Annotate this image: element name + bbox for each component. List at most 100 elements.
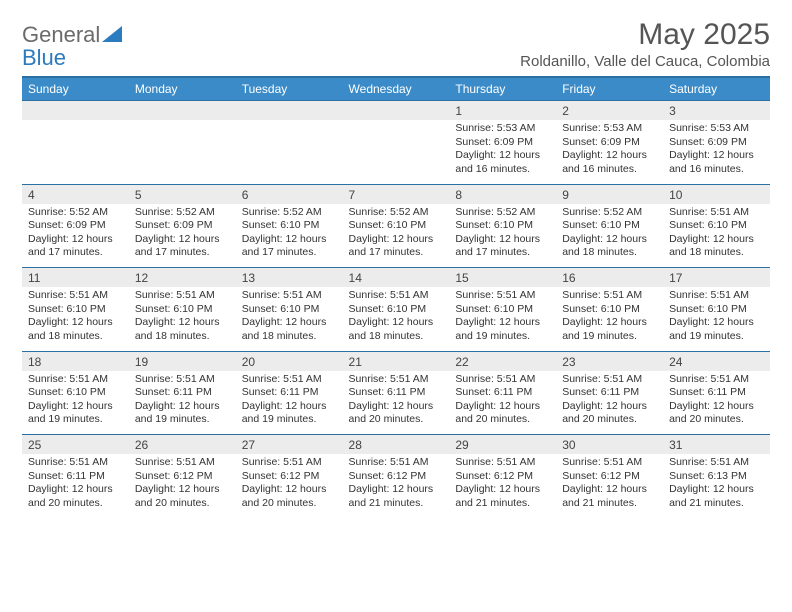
detail-cell: Sunrise: 5:51 AMSunset: 6:11 PMDaylight:… (449, 371, 556, 435)
calendar-page: General Blue May 2025 Roldanillo, Valle … (0, 0, 792, 518)
date-cell: 10 (663, 184, 770, 204)
date-cell: 27 (236, 435, 343, 455)
date-cell: 8 (449, 184, 556, 204)
month-title: May 2025 (520, 18, 770, 51)
date-cell: 11 (22, 268, 129, 288)
logo-text-wrap: General Blue (22, 24, 122, 70)
date-cell: 1 (449, 101, 556, 121)
detail-cell: Sunrise: 5:51 AMSunset: 6:10 PMDaylight:… (663, 287, 770, 351)
date-cell: 15 (449, 268, 556, 288)
date-cell: 24 (663, 351, 770, 371)
date-cell: 12 (129, 268, 236, 288)
date-cell: 5 (129, 184, 236, 204)
detail-cell: Sunrise: 5:51 AMSunset: 6:12 PMDaylight:… (236, 454, 343, 518)
brand-sail-icon (102, 26, 122, 42)
detail-cell: Sunrise: 5:51 AMSunset: 6:11 PMDaylight:… (343, 371, 450, 435)
detail-cell: Sunrise: 5:52 AMSunset: 6:10 PMDaylight:… (343, 204, 450, 268)
weekday-header: Friday (556, 77, 663, 101)
detail-cell: Sunrise: 5:51 AMSunset: 6:12 PMDaylight:… (449, 454, 556, 518)
location-text: Roldanillo, Valle del Cauca, Colombia (520, 53, 770, 70)
date-cell: 21 (343, 351, 450, 371)
detail-cell: Sunrise: 5:51 AMSunset: 6:11 PMDaylight:… (663, 371, 770, 435)
detail-cell: Sunrise: 5:52 AMSunset: 6:10 PMDaylight:… (449, 204, 556, 268)
date-cell: 20 (236, 351, 343, 371)
date-cell: 25 (22, 435, 129, 455)
date-cell (236, 101, 343, 121)
date-cell: 3 (663, 101, 770, 121)
header: General Blue May 2025 Roldanillo, Valle … (22, 18, 770, 70)
date-cell (22, 101, 129, 121)
date-cell: 7 (343, 184, 450, 204)
detail-cell: Sunrise: 5:51 AMSunset: 6:12 PMDaylight:… (556, 454, 663, 518)
weekday-header: Thursday (449, 77, 556, 101)
detail-cell: Sunrise: 5:52 AMSunset: 6:09 PMDaylight:… (22, 204, 129, 268)
detail-row: Sunrise: 5:51 AMSunset: 6:10 PMDaylight:… (22, 371, 770, 435)
date-cell: 19 (129, 351, 236, 371)
date-cell: 28 (343, 435, 450, 455)
date-cell: 16 (556, 268, 663, 288)
detail-cell (236, 120, 343, 184)
detail-cell: Sunrise: 5:51 AMSunset: 6:11 PMDaylight:… (556, 371, 663, 435)
detail-cell: Sunrise: 5:53 AMSunset: 6:09 PMDaylight:… (449, 120, 556, 184)
weekday-header-row: Sunday Monday Tuesday Wednesday Thursday… (22, 77, 770, 101)
date-cell: 9 (556, 184, 663, 204)
brand-part1: General (22, 22, 100, 47)
date-cell: 2 (556, 101, 663, 121)
brand-logo: General Blue (22, 24, 122, 70)
detail-cell: Sunrise: 5:52 AMSunset: 6:10 PMDaylight:… (236, 204, 343, 268)
detail-cell: Sunrise: 5:51 AMSunset: 6:10 PMDaylight:… (556, 287, 663, 351)
date-cell (343, 101, 450, 121)
detail-cell: Sunrise: 5:52 AMSunset: 6:09 PMDaylight:… (129, 204, 236, 268)
calendar-body: 1 2 3 Sunrise: 5:53 AMSunset: 6:09 PMDay… (22, 101, 770, 519)
detail-cell (22, 120, 129, 184)
detail-cell: Sunrise: 5:51 AMSunset: 6:11 PMDaylight:… (129, 371, 236, 435)
detail-cell: Sunrise: 5:51 AMSunset: 6:13 PMDaylight:… (663, 454, 770, 518)
date-cell: 29 (449, 435, 556, 455)
date-row: 18 19 20 21 22 23 24 (22, 351, 770, 371)
detail-cell: Sunrise: 5:51 AMSunset: 6:12 PMDaylight:… (129, 454, 236, 518)
weekday-header: Sunday (22, 77, 129, 101)
date-row: 11 12 13 14 15 16 17 (22, 268, 770, 288)
detail-cell: Sunrise: 5:51 AMSunset: 6:10 PMDaylight:… (343, 287, 450, 351)
weekday-header: Monday (129, 77, 236, 101)
date-cell: 4 (22, 184, 129, 204)
calendar-table: Sunday Monday Tuesday Wednesday Thursday… (22, 76, 770, 518)
date-cell: 26 (129, 435, 236, 455)
detail-row: Sunrise: 5:53 AMSunset: 6:09 PMDaylight:… (22, 120, 770, 184)
detail-row: Sunrise: 5:52 AMSunset: 6:09 PMDaylight:… (22, 204, 770, 268)
date-cell (129, 101, 236, 121)
weekday-header: Tuesday (236, 77, 343, 101)
date-cell: 17 (663, 268, 770, 288)
date-cell: 30 (556, 435, 663, 455)
date-row: 4 5 6 7 8 9 10 (22, 184, 770, 204)
detail-row: Sunrise: 5:51 AMSunset: 6:10 PMDaylight:… (22, 287, 770, 351)
weekday-header: Wednesday (343, 77, 450, 101)
detail-cell (343, 120, 450, 184)
date-cell: 6 (236, 184, 343, 204)
date-row: 25 26 27 28 29 30 31 (22, 435, 770, 455)
weekday-header: Saturday (663, 77, 770, 101)
date-row: 1 2 3 (22, 101, 770, 121)
detail-cell: Sunrise: 5:51 AMSunset: 6:11 PMDaylight:… (236, 371, 343, 435)
detail-cell: Sunrise: 5:51 AMSunset: 6:10 PMDaylight:… (663, 204, 770, 268)
detail-cell (129, 120, 236, 184)
title-block: May 2025 Roldanillo, Valle del Cauca, Co… (520, 18, 770, 70)
date-cell: 31 (663, 435, 770, 455)
date-cell: 13 (236, 268, 343, 288)
date-cell: 14 (343, 268, 450, 288)
detail-cell: Sunrise: 5:51 AMSunset: 6:10 PMDaylight:… (22, 287, 129, 351)
detail-cell: Sunrise: 5:51 AMSunset: 6:11 PMDaylight:… (22, 454, 129, 518)
detail-cell: Sunrise: 5:53 AMSunset: 6:09 PMDaylight:… (556, 120, 663, 184)
date-cell: 22 (449, 351, 556, 371)
detail-cell: Sunrise: 5:51 AMSunset: 6:12 PMDaylight:… (343, 454, 450, 518)
detail-cell: Sunrise: 5:51 AMSunset: 6:10 PMDaylight:… (22, 371, 129, 435)
brand-part2: Blue (22, 45, 66, 70)
detail-cell: Sunrise: 5:51 AMSunset: 6:10 PMDaylight:… (236, 287, 343, 351)
date-cell: 18 (22, 351, 129, 371)
detail-row: Sunrise: 5:51 AMSunset: 6:11 PMDaylight:… (22, 454, 770, 518)
date-cell: 23 (556, 351, 663, 371)
detail-cell: Sunrise: 5:51 AMSunset: 6:10 PMDaylight:… (129, 287, 236, 351)
detail-cell: Sunrise: 5:52 AMSunset: 6:10 PMDaylight:… (556, 204, 663, 268)
detail-cell: Sunrise: 5:51 AMSunset: 6:10 PMDaylight:… (449, 287, 556, 351)
detail-cell: Sunrise: 5:53 AMSunset: 6:09 PMDaylight:… (663, 120, 770, 184)
